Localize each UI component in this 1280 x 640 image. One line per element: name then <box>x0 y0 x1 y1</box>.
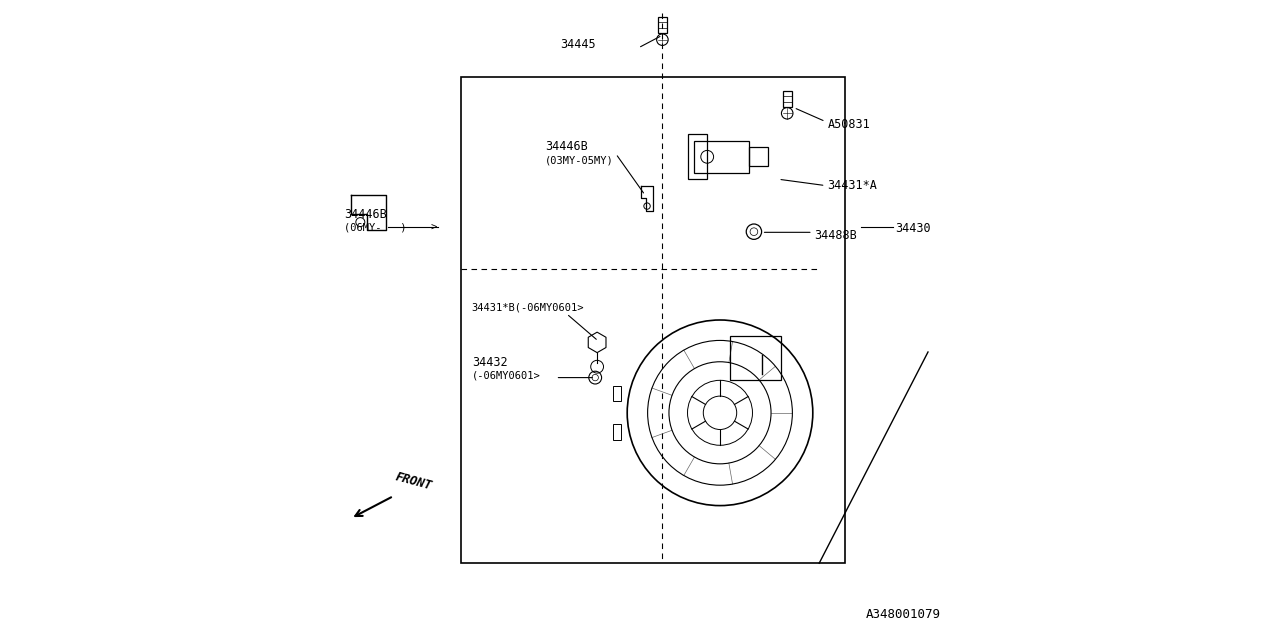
Text: A348001079: A348001079 <box>865 608 941 621</box>
Text: (-06MY0601>: (-06MY0601> <box>472 371 540 381</box>
Text: 34446B: 34446B <box>545 140 588 154</box>
Text: (06MY-   ): (06MY- ) <box>344 223 407 232</box>
Bar <box>461 77 845 563</box>
Text: 34445: 34445 <box>561 38 595 51</box>
Bar <box>694 141 749 173</box>
Text: FRONT: FRONT <box>394 470 433 493</box>
Text: 34431*A: 34431*A <box>828 179 877 192</box>
Text: 34431*B(-06MY0601>: 34431*B(-06MY0601> <box>472 303 584 312</box>
Text: 34488B: 34488B <box>814 228 856 242</box>
Bar <box>613 424 621 440</box>
Text: A50831: A50831 <box>828 118 870 131</box>
Text: 34446B: 34446B <box>344 207 387 221</box>
Text: (03MY-05MY): (03MY-05MY) <box>545 156 614 165</box>
Bar <box>783 91 791 107</box>
Bar <box>613 386 621 401</box>
Text: 34432: 34432 <box>472 356 507 369</box>
Bar <box>689 134 708 179</box>
Bar <box>658 17 667 33</box>
Text: 34430: 34430 <box>895 221 931 235</box>
Bar <box>749 147 768 166</box>
Text: >: > <box>430 223 436 232</box>
Bar <box>730 335 781 380</box>
